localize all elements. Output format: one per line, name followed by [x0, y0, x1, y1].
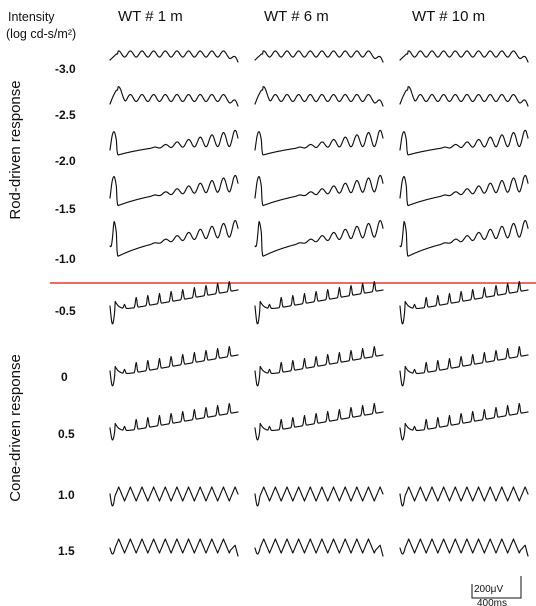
erg-trace: [109, 220, 239, 257]
intensity-label: -3.0: [55, 62, 76, 76]
erg-trace: [109, 402, 239, 441]
scale-amplitude-label: 200μV: [474, 584, 503, 595]
intensity-label: 0.5: [58, 427, 75, 441]
erg-trace: [399, 86, 529, 107]
erg-trace: [399, 280, 529, 325]
erg-trace: [254, 86, 384, 107]
erg-trace: [399, 220, 529, 257]
erg-trace: [254, 345, 384, 387]
intensity-header-line1: Intensity: [8, 10, 55, 24]
scale-bar: 200μV 400ms: [471, 576, 522, 606]
erg-trace: [109, 86, 239, 107]
erg-trace: [254, 50, 384, 63]
erg-trace: [109, 129, 239, 156]
erg-trace: [254, 280, 384, 325]
erg-trace: [399, 174, 529, 207]
intensity-label: -1.0: [55, 252, 76, 266]
column-header-2: WT # 6 m: [264, 8, 329, 25]
erg-trace: [254, 129, 384, 156]
intensity-header-line2: (log cd-s/m²): [6, 27, 76, 41]
intensity-label: 1.5: [58, 544, 75, 558]
erg-trace: [109, 486, 239, 507]
intensity-label: -2.0: [55, 154, 76, 168]
erg-trace: [109, 50, 239, 63]
rod-driven-label: Rod-driven response: [7, 80, 24, 219]
erg-trace: [254, 220, 384, 257]
erg-trace: [399, 129, 529, 156]
erg-trace: [254, 174, 384, 207]
erg-trace: [109, 280, 239, 325]
erg-trace: [399, 486, 529, 507]
erg-trace: [399, 402, 529, 441]
erg-trace: [399, 50, 529, 63]
column-header-1: WT # 1 m: [118, 8, 183, 25]
erg-trace: [109, 345, 239, 387]
erg-trace: [399, 345, 529, 387]
erg-trace: [254, 402, 384, 441]
trace-group: [109, 50, 529, 557]
intensity-label: -2.5: [55, 108, 76, 122]
intensity-label: 1.0: [58, 488, 75, 502]
erg-trace: [109, 174, 239, 207]
erg-trace: [399, 538, 529, 557]
scale-time-label: 400ms: [477, 598, 507, 606]
cone-driven-label: Cone-driven response: [7, 354, 24, 502]
intensity-label: -0.5: [55, 304, 76, 318]
erg-trace: [254, 486, 384, 507]
column-header-3: WT # 10 m: [412, 8, 485, 25]
intensity-label: 0: [61, 370, 68, 384]
intensity-label: -1.5: [55, 202, 76, 216]
erg-trace: [109, 538, 239, 557]
erg-trace: [254, 538, 384, 557]
